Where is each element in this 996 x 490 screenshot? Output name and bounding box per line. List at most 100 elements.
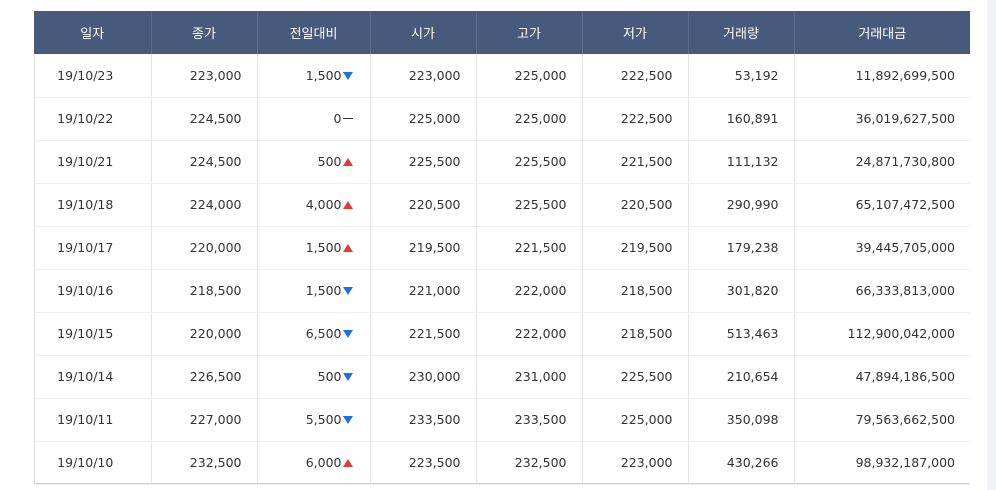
header-date: 일자: [34, 11, 152, 54]
cell-close: 232,500: [151, 441, 258, 485]
cell-low: 222,500: [582, 97, 689, 141]
cell-low: 225,500: [582, 355, 689, 399]
up-triangle-icon: [342, 201, 353, 209]
cell-volume: 290,990: [688, 183, 795, 227]
up-triangle-icon: [342, 158, 353, 166]
cell-low: 223,000: [582, 441, 689, 485]
cell-change: 6,000: [257, 441, 371, 485]
cell-high: 232,500: [476, 441, 583, 485]
cell-date: 19/10/11: [34, 398, 152, 442]
cell-amount: 11,892,699,500: [794, 54, 970, 98]
cell-change: 1,500: [257, 54, 371, 98]
change-value: 1,500: [305, 240, 342, 255]
table-body: 19/10/23 223,000 1,500 223,000 225,000 222,50…: [34, 54, 970, 485]
cell-volume: 513,463: [688, 312, 795, 356]
cell-low: 218,500: [582, 312, 689, 356]
change-value: 6,500: [305, 326, 342, 341]
up-triangle-icon: [342, 244, 353, 252]
change-value: 0: [333, 111, 342, 126]
cell-close: 224,500: [151, 97, 258, 141]
cell-high: 222,000: [476, 312, 583, 356]
cell-open: 225,000: [370, 97, 477, 141]
cell-change: 1,500: [257, 269, 371, 313]
down-triangle-icon: [342, 416, 353, 424]
cell-close: 220,000: [151, 226, 258, 270]
cell-amount: 36,019,627,500: [794, 97, 970, 141]
change-value: 500: [317, 154, 342, 169]
cell-change: 500: [257, 355, 371, 399]
table-row: 19/10/17 220,000 1,500 219,500 221,500 219,50…: [34, 226, 970, 270]
cell-high: 233,500: [476, 398, 583, 442]
cell-volume: 111,132: [688, 140, 795, 184]
header-close: 종가: [151, 11, 258, 54]
table-row: 19/10/16 218,500 1,500 221,000 222,000 218,50…: [34, 269, 970, 313]
header-volume: 거래량: [688, 11, 795, 54]
daily-price-table: 일자 종가 전일대비 시가 고가 저가 거래량 거래대금 19/10/23 223…: [34, 11, 970, 485]
table-row: 19/10/18 224,000 4,000 220,500 225,500 220,50…: [34, 183, 970, 227]
cell-change: 1,500: [257, 226, 371, 270]
cell-amount: 79,563,662,500: [794, 398, 970, 442]
cell-open: 230,000: [370, 355, 477, 399]
cell-change: 5,500: [257, 398, 371, 442]
change-value: 500: [317, 369, 342, 384]
table-row: 19/10/23 223,000 1,500 223,000 225,000 222,50…: [34, 54, 970, 98]
cell-open: 221,000: [370, 269, 477, 313]
cell-amount: 65,107,472,500: [794, 183, 970, 227]
table-row: 19/10/10 232,500 6,000 223,500 232,500 223,00…: [34, 441, 970, 485]
table-row: 19/10/14 226,500 500 230,000 231,000 225,500 2…: [34, 355, 970, 399]
cell-low: 221,500: [582, 140, 689, 184]
change-value: 1,500: [305, 67, 342, 83]
cell-date: 19/10/14: [34, 355, 152, 399]
cell-close: 226,500: [151, 355, 258, 399]
change-value: 6,000: [305, 455, 342, 470]
cell-change: 0: [257, 97, 371, 141]
cell-volume: 430,266: [688, 441, 795, 485]
cell-low: 219,500: [582, 226, 689, 270]
cell-low: 220,500: [582, 183, 689, 227]
cell-close: 223,000: [151, 54, 258, 98]
right-scroll-gutter: [987, 0, 996, 490]
cell-open: 225,500: [370, 140, 477, 184]
header-row: 일자 종가 전일대비 시가 고가 저가 거래량 거래대금: [34, 11, 970, 54]
table-row: 19/10/21 224,500 500 225,500 225,500 221,500 1…: [34, 140, 970, 184]
table-row: 19/10/22 224,500 0 225,000 225,000 222,500 160…: [34, 97, 970, 141]
down-triangle-icon: [342, 330, 353, 338]
header-amount: 거래대금: [858, 27, 907, 42]
cell-date: 19/10/17: [34, 226, 152, 270]
cell-date: 19/10/15: [34, 312, 152, 356]
cell-volume: 210,654: [688, 355, 795, 399]
cell-change: 4,000: [257, 183, 371, 227]
cell-change: 500: [257, 140, 371, 184]
cell-date: 19/10/10: [34, 441, 152, 485]
down-triangle-icon: [342, 373, 353, 381]
change-value: 1,500: [305, 283, 342, 298]
cell-volume: 350,098: [688, 398, 795, 442]
cell-date: 19/10/23: [34, 54, 152, 98]
cell-amount: 47,894,186,500: [794, 355, 970, 399]
table-row: 19/10/11 227,000 5,500 233,500 233,500 225,00…: [34, 398, 970, 442]
table-header: 일자 종가 전일대비 시가 고가 저가 거래량 거래대금: [34, 11, 970, 54]
header-low: 저가: [582, 11, 689, 54]
change-value: 5,500: [305, 412, 342, 427]
cell-high: 222,000: [476, 269, 583, 313]
cell-open: 219,500: [370, 226, 477, 270]
cell-high: 225,000: [476, 54, 583, 98]
cell-volume: 160,891: [688, 97, 795, 141]
cell-low: 222,500: [582, 54, 689, 98]
cell-close: 227,000: [151, 398, 258, 442]
cell-low: 225,000: [582, 398, 689, 442]
header-open: 시가: [370, 11, 477, 54]
change-value: 4,000: [305, 197, 342, 212]
cell-volume: 301,820: [688, 269, 795, 313]
cell-high: 221,500: [476, 226, 583, 270]
cell-date: 19/10/18: [34, 183, 152, 227]
cell-open: 223,000: [370, 54, 477, 98]
cell-close: 224,500: [151, 140, 258, 184]
cell-close: 224,000: [151, 183, 258, 227]
cell-high: 225,500: [476, 183, 583, 227]
cell-open: 220,500: [370, 183, 477, 227]
cell-high: 231,000: [476, 355, 583, 399]
cell-amount: 39,445,705,000: [794, 226, 970, 270]
table-row: 19/10/15 220,000 6,500 221,500 222,000 218,50…: [34, 312, 970, 356]
